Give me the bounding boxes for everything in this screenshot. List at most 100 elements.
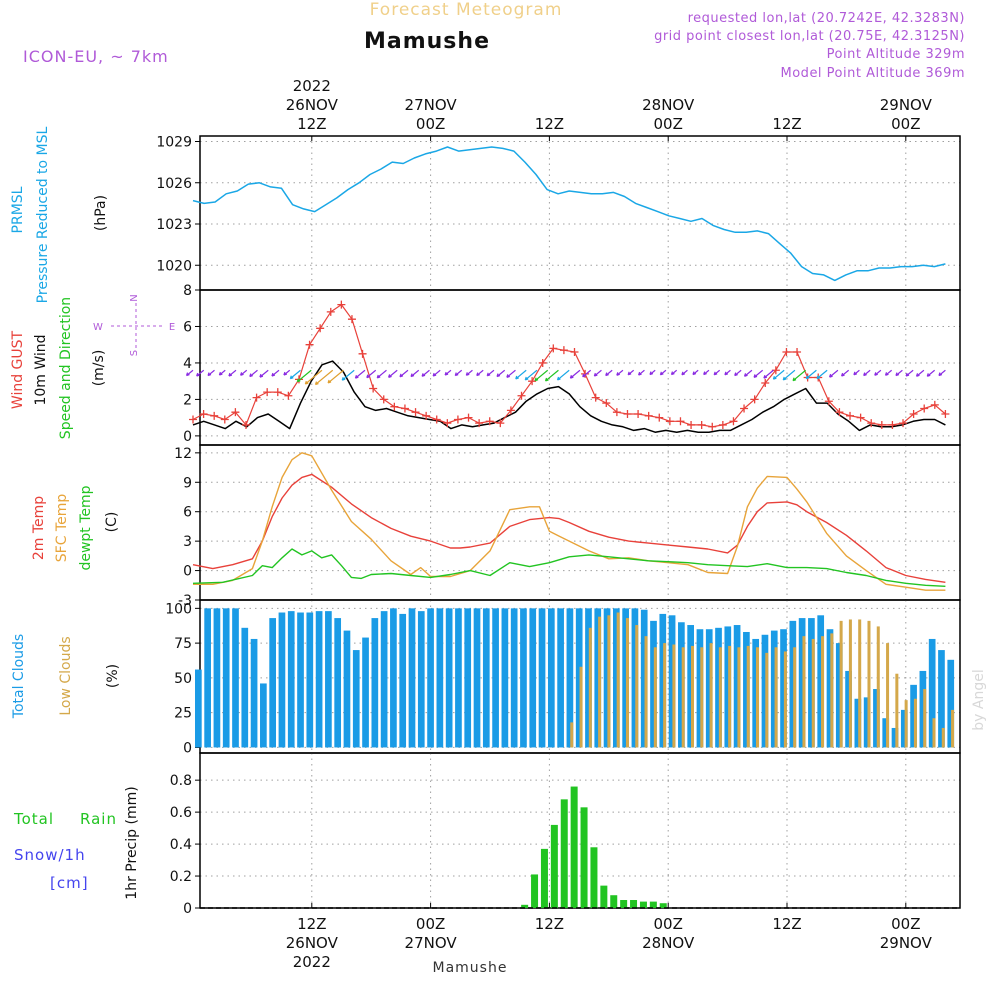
wind-gust-marker <box>729 417 738 426</box>
wind-gust-marker <box>199 410 208 418</box>
precip-ytick-label: 0.6 <box>170 805 192 821</box>
clouds-ytick-label: 50 <box>174 671 192 687</box>
clouds-ytick-label: 100 <box>165 601 192 617</box>
wind-arrow <box>915 369 925 377</box>
model-label: ICON-EU, ~ 7km <box>23 47 169 66</box>
wind-gust-marker <box>888 420 897 429</box>
total-cloud-bar <box>845 670 852 748</box>
rain-bar <box>600 885 608 908</box>
wind-gust-marker <box>941 410 950 418</box>
low-cloud-bar <box>774 647 778 748</box>
wind-gust-marker <box>708 422 717 431</box>
bottom-axis-label: 2022 <box>293 953 331 971</box>
total-cloud-bar <box>362 637 369 748</box>
total-cloud-bar <box>873 689 880 748</box>
rain-bar <box>649 901 657 908</box>
requested-coords: requested lon,lat (20.7242E, 42.3283N) <box>688 11 965 26</box>
low-cloud-bar <box>700 647 704 748</box>
wind-arrow <box>341 369 355 381</box>
temp-line-dewpt-temp <box>192 548 946 587</box>
total-cloud-bar <box>566 608 574 748</box>
temp-dewpt-label: dewpt Temp <box>78 485 94 570</box>
precip-ytick-label: 0.8 <box>170 773 192 789</box>
temperature-ytick-label: 0 <box>183 564 192 580</box>
wind-arrow <box>638 369 645 376</box>
wind-arrow <box>376 369 387 379</box>
rain-bar <box>580 807 588 908</box>
wind-arrow <box>432 369 441 377</box>
wind-arrow <box>296 369 312 383</box>
wind-gust-marker <box>231 408 240 417</box>
wind-arrow <box>681 369 688 376</box>
wind-unit-label: (m/s) <box>91 350 107 387</box>
low-cloud-bar <box>793 647 797 748</box>
wind-gust-marker <box>740 404 749 413</box>
precip-snow-unit-label: [cm] <box>50 874 89 892</box>
wind-arrow <box>534 369 549 382</box>
total-cloud-bar <box>334 618 342 748</box>
low-cloud-bar <box>783 651 787 748</box>
top-axis-label: 12Z <box>535 115 564 133</box>
wind-arrow <box>524 369 538 381</box>
bottom-axis-label: 26NOV <box>286 934 339 952</box>
wind-arrow <box>605 369 613 377</box>
wind-gust-marker <box>263 388 272 397</box>
wind-arrow <box>874 369 882 376</box>
low-cloud-bar <box>811 638 815 748</box>
wind-arrow <box>465 369 473 376</box>
low-cloud-bar <box>951 709 955 748</box>
total-cloud-bar <box>938 650 945 748</box>
total-cloud-bar <box>222 608 230 748</box>
wind-gust-marker <box>655 413 664 422</box>
total-cloud-bar <box>269 618 276 748</box>
low-cloud-bar <box>607 615 611 748</box>
wind-gust-marker <box>506 406 515 415</box>
clouds-ytick-label: 25 <box>174 706 192 722</box>
wind-gust-marker <box>189 415 197 424</box>
total-cloud-bar <box>204 608 211 748</box>
pressure-panel: 1020 1023 1026 1029 <box>156 135 961 291</box>
wind-gust-marker <box>294 375 303 384</box>
wind-arrow <box>670 369 678 376</box>
low-cloud-bar <box>867 620 871 748</box>
wind-arrow <box>569 369 581 379</box>
wind-arrow <box>938 369 946 377</box>
pressure-ytick-label: 1029 <box>156 135 192 151</box>
wind-arrow <box>544 369 559 382</box>
low-cloud-bar <box>858 619 862 748</box>
wind-gust-marker <box>676 417 685 426</box>
wind-arrow <box>327 369 344 384</box>
low-cloud-bar <box>635 625 639 748</box>
low-cloud-bar <box>839 620 843 748</box>
total-cloud-bar <box>538 608 546 748</box>
total-cloud-bar <box>724 626 732 748</box>
wind-arrow <box>703 369 710 376</box>
total-cloud-bar <box>260 683 267 748</box>
wind-arrow <box>884 369 893 376</box>
pressure-ytick-label: 1023 <box>156 217 192 233</box>
wind-arrow <box>853 369 860 376</box>
point-altitude: Point Altitude 329m <box>827 47 965 62</box>
wind-arrow <box>792 369 807 382</box>
wind-gust-marker <box>761 379 770 387</box>
wind-arrow <box>271 369 280 377</box>
wind-gust-marker <box>930 400 939 409</box>
total-cloud-bar <box>705 629 713 748</box>
wind-arrow <box>743 369 753 377</box>
total-cloud-bar <box>241 627 249 748</box>
top-axis-label: 29NOV <box>880 96 933 114</box>
temperature-ytick-label: -3 <box>178 593 192 609</box>
rain-bar <box>590 847 598 908</box>
wind-gust-marker <box>422 411 431 420</box>
wind-arrow <box>649 369 656 376</box>
low-cloud-bar <box>598 616 602 748</box>
temperature-ytick-label: 3 <box>183 534 192 550</box>
product-title: Forecast Meteogram <box>370 0 563 20</box>
wind-gust-marker <box>697 420 706 429</box>
low-cloud-bar <box>709 643 713 748</box>
wind-arrow <box>289 369 301 380</box>
wind-gust-marker <box>528 377 537 386</box>
wind-gust-marker <box>899 419 908 428</box>
wind-arrow <box>515 369 527 380</box>
wind-gust-marker <box>241 420 250 429</box>
